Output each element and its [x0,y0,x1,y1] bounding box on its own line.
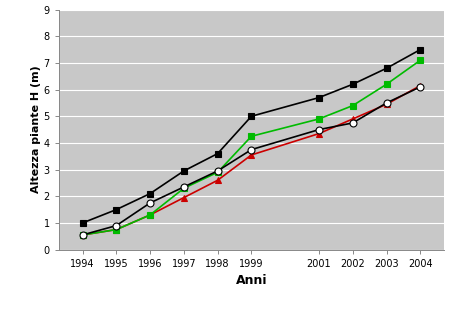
Mulched-clover [114,208,119,212]
Grassing-down [80,233,85,237]
X-axis label: Anni: Anni [236,274,267,287]
Clean-cultivation [215,169,220,173]
Mulched-clover [418,48,423,52]
Clover [215,170,220,174]
Clover [384,82,389,86]
Grassing-down [316,132,322,136]
Clover [80,233,85,237]
Clover [249,134,254,138]
Clean-cultivation [147,201,153,205]
Clean-cultivation [114,224,119,228]
Mulched-clover [350,82,356,86]
Line: Mulched-clover: Mulched-clover [79,46,424,227]
Clean-cultivation [181,185,187,189]
Mulched-clover [181,169,187,173]
Clover [114,228,119,232]
Clean-cultivation [350,121,356,125]
Clean-cultivation [249,148,254,152]
Mulched-clover [384,66,389,70]
Mulched-clover [249,114,254,118]
Line: Grassing-down: Grassing-down [79,82,424,238]
Line: Clean-cultivation: Clean-cultivation [79,84,424,238]
Grassing-down [249,153,254,157]
Y-axis label: Altezza piante H (m): Altezza piante H (m) [31,66,41,194]
Clover [350,104,356,108]
Grassing-down [418,84,423,88]
Grassing-down [114,228,119,232]
Clover [181,186,187,190]
Clean-cultivation [80,233,85,237]
Grassing-down [215,178,220,182]
Line: Clover: Clover [79,57,424,238]
Grassing-down [350,117,356,121]
Clean-cultivation [418,85,423,89]
Clean-cultivation [316,128,322,132]
Clover [316,117,322,121]
Grassing-down [384,102,389,106]
Clean-cultivation [384,101,389,105]
Grassing-down [147,213,153,217]
Mulched-clover [80,221,85,225]
Clover [147,213,153,217]
Clover [418,58,423,62]
Mulched-clover [147,192,153,196]
Mulched-clover [215,152,220,156]
Mulched-clover [316,96,322,100]
Grassing-down [181,196,187,200]
